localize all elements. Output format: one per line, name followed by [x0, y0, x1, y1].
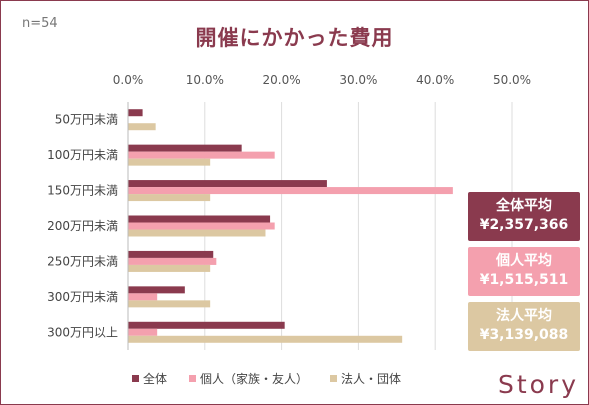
legend-item: 全体 — [132, 370, 167, 387]
legend-item: 個人（家族・友人） — [189, 370, 308, 387]
bar — [128, 286, 185, 294]
average-corporate-badge: 法人平均 ¥3,139,088 — [468, 302, 580, 351]
bar — [128, 151, 275, 159]
bar — [128, 158, 211, 166]
bar — [128, 328, 158, 336]
bar — [128, 264, 211, 272]
badge-label: 法人平均 — [496, 308, 552, 324]
legend-swatch — [330, 375, 338, 382]
category-labels: 50万円未満 100万円未満 150万円未満 200万円未満 250万円未満 300万円未… — [47, 113, 118, 340]
legend-label: 全体 — [143, 372, 168, 386]
legend-swatch — [132, 375, 139, 382]
bar — [128, 222, 275, 230]
bar — [128, 109, 143, 117]
sample-size: n=54 — [22, 16, 58, 31]
badge-value: ¥2,357,366 — [479, 217, 569, 233]
legend: 全体 個人（家族・友人） 法人・団体 — [132, 370, 401, 387]
x-tick-label: 10.0% — [186, 73, 224, 87]
bar — [128, 293, 158, 301]
category-label: 300万円以上 — [47, 325, 118, 339]
bar — [128, 335, 403, 343]
legend-swatch — [189, 375, 197, 382]
bar — [128, 229, 266, 237]
x-tick-label: 50.0% — [493, 73, 531, 87]
category-label: 100万円未満 — [47, 148, 118, 162]
bar — [128, 194, 211, 202]
legend-label: 法人・団体 — [341, 372, 402, 386]
chart-title: 開催にかかった費用 — [195, 26, 394, 50]
x-tick-label: 20.0% — [263, 73, 301, 87]
bar — [128, 257, 217, 265]
category-label: 300万円未満 — [47, 290, 118, 304]
x-tick-label: 40.0% — [416, 73, 454, 87]
bar — [128, 187, 453, 195]
legend-item: 法人・団体 — [330, 370, 401, 387]
category-label: 250万円未満 — [47, 254, 118, 268]
bar — [128, 123, 156, 131]
bar — [128, 215, 271, 223]
badge-label: 全体平均 — [496, 198, 552, 214]
bar — [128, 321, 285, 329]
legend-label: 個人（家族・友人） — [200, 372, 309, 386]
bar — [128, 250, 214, 258]
badge-value: ¥1,515,511 — [479, 272, 569, 288]
badge-value: ¥3,139,088 — [479, 327, 569, 343]
category-label: 50万円未満 — [55, 113, 118, 127]
x-tick-label: 30.0% — [339, 73, 377, 87]
bar — [128, 180, 327, 188]
category-label: 150万円未満 — [47, 184, 118, 198]
bar — [128, 144, 242, 152]
bars — [128, 109, 453, 343]
badge-label: 個人平均 — [496, 253, 552, 269]
average-overall-badge: 全体平均 ¥2,357,366 — [468, 192, 580, 241]
bar — [128, 300, 211, 308]
brand-logo: Story — [497, 370, 579, 399]
category-label: 200万円未満 — [47, 219, 118, 233]
average-individual-badge: 個人平均 ¥1,515,511 — [468, 247, 580, 296]
x-tick-label: 0.0% — [113, 73, 144, 87]
x-tick-labels: 0.0% 10.0% 20.0% 30.0% 40.0% 50.0% — [113, 73, 531, 87]
